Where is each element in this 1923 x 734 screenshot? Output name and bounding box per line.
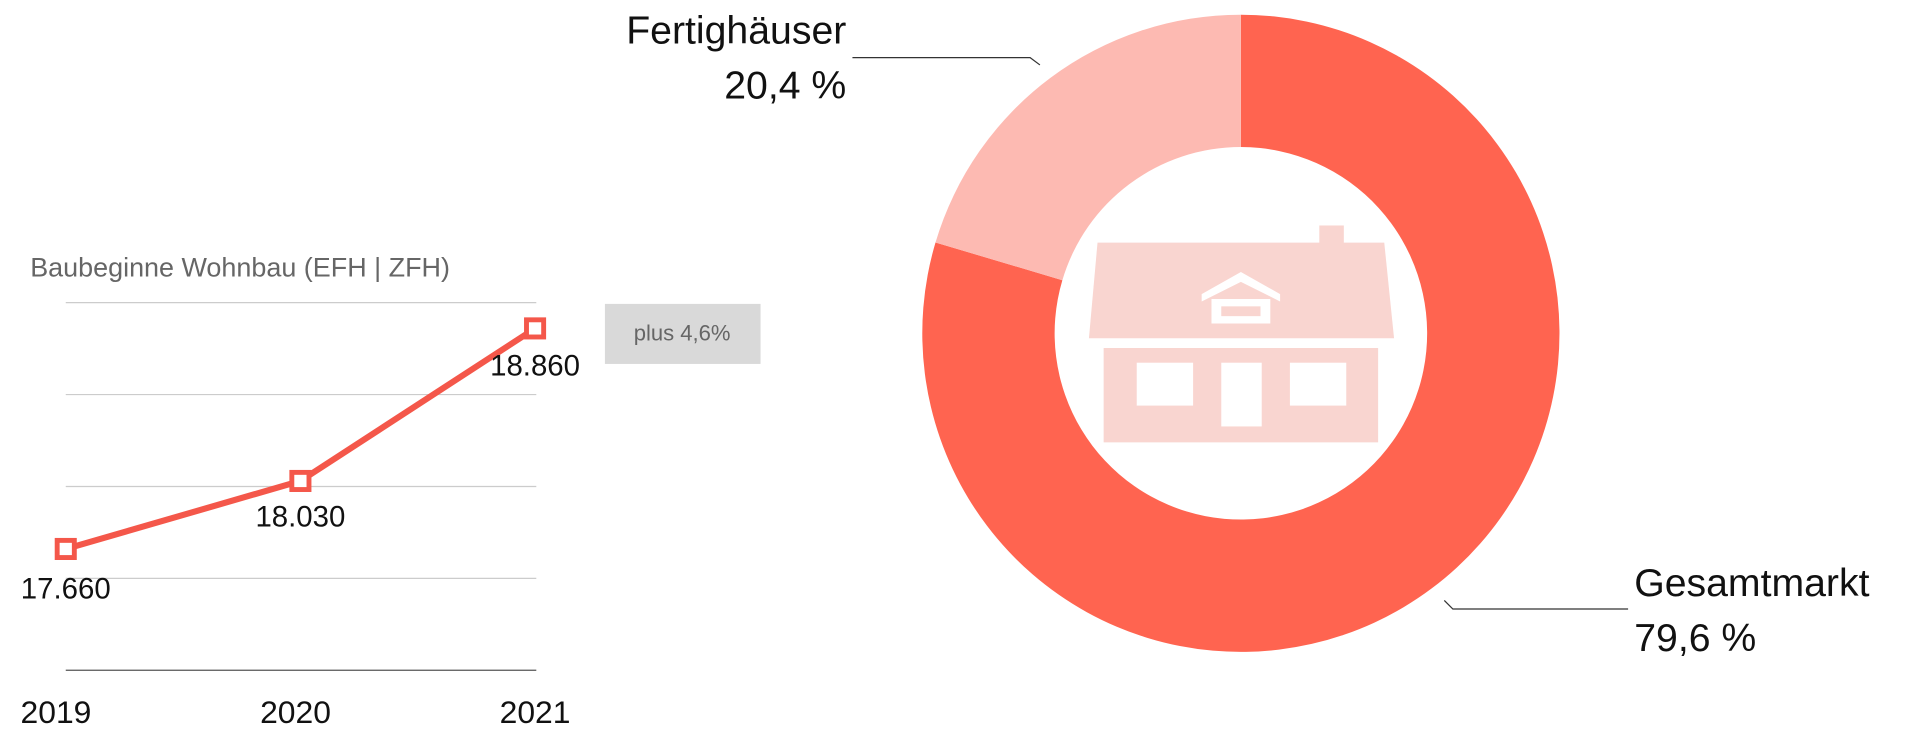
marker — [54, 537, 77, 560]
leader-line — [852, 56, 1041, 66]
pie-slice — [935, 14, 1241, 281]
x-tick-label: 2021 — [500, 694, 571, 730]
slice-label: Gesamtmarkt — [1634, 562, 1869, 605]
x-tick-label: 2019 — [21, 694, 92, 730]
marker — [289, 469, 312, 492]
pie-slice — [922, 14, 1560, 652]
marker — [524, 317, 547, 340]
x-tick-label: 2020 — [260, 694, 331, 730]
donut — [922, 14, 1560, 652]
data-label: 17.660 — [21, 572, 111, 605]
data-label: 18.030 — [255, 501, 345, 534]
slice-value: 20,4 % — [724, 65, 846, 108]
slice-label: Fertighäuser — [626, 9, 846, 52]
annotation-box — [604, 303, 761, 364]
slice-value: 79,6 % — [1634, 617, 1756, 660]
house-icon — [1088, 225, 1395, 443]
chart-title: Baubeginne Wohnbau (EFH | ZFH) — [30, 253, 450, 283]
leader-line — [1443, 600, 1629, 610]
annotation: plus 4,6% — [634, 320, 731, 345]
data-label: 18.860 — [490, 349, 580, 382]
